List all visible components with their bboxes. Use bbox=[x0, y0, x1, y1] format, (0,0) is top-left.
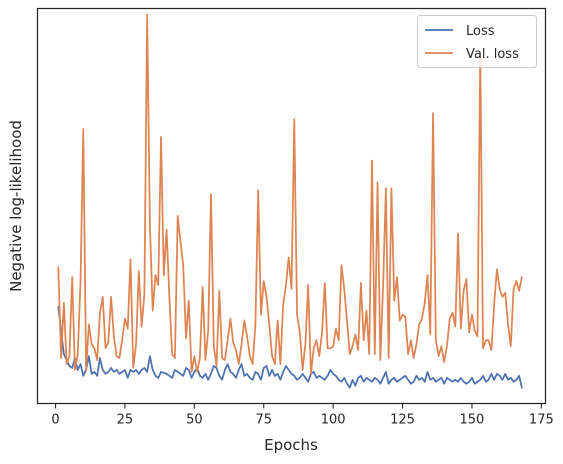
y-axis-label: Negative log-likelihood bbox=[7, 120, 25, 292]
x-tick-label: 150 bbox=[460, 413, 485, 428]
x-tick-label: 0 bbox=[51, 413, 59, 428]
x-tick-label: 125 bbox=[390, 413, 415, 428]
legend-label-val-loss: Val. loss bbox=[466, 47, 519, 62]
x-tick-label: 100 bbox=[321, 413, 346, 428]
x-axis: 0 25 50 75 100 125 150 175 bbox=[51, 403, 554, 428]
series-layer bbox=[57, 13, 523, 389]
x-axis-label: Epochs bbox=[264, 436, 318, 454]
legend: Loss Val. loss bbox=[417, 15, 537, 68]
x-tick-label: 50 bbox=[186, 413, 203, 428]
legend-frame bbox=[417, 15, 537, 68]
series-line-loss bbox=[57, 305, 523, 389]
x-tick-label: 25 bbox=[117, 413, 134, 428]
x-tick-label: 175 bbox=[529, 413, 554, 428]
series-line-val-loss bbox=[57, 13, 523, 375]
x-tick-label: 75 bbox=[255, 413, 272, 428]
legend-label-loss: Loss bbox=[466, 24, 495, 39]
plot-frame bbox=[36, 7, 547, 405]
